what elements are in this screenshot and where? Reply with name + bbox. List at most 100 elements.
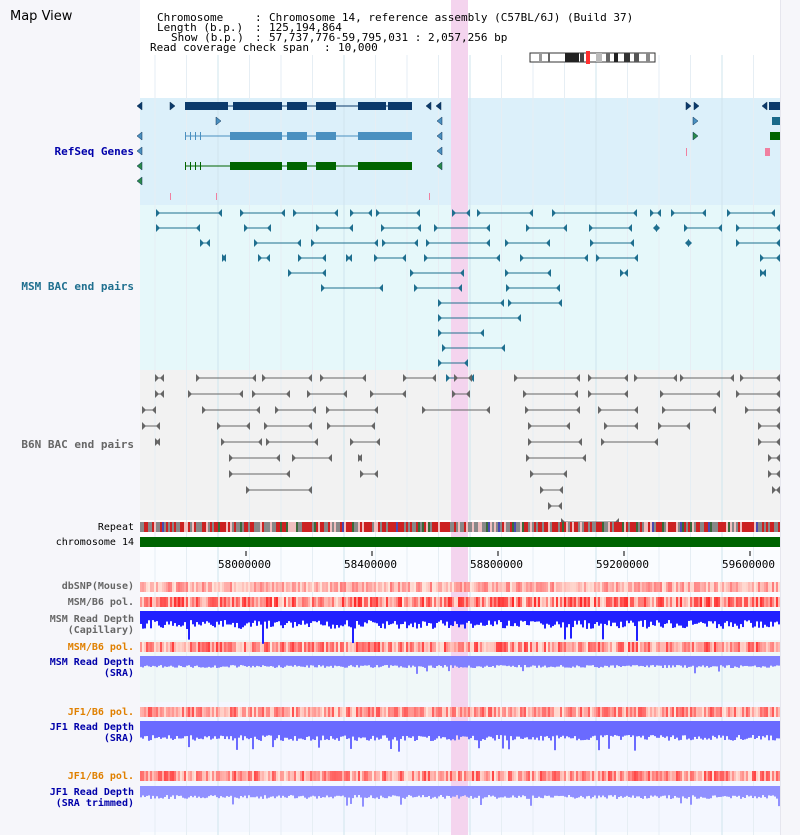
depth-bar [736, 721, 738, 738]
depth-bar [156, 786, 158, 797]
heat-cell [172, 597, 174, 607]
heat-cell [520, 597, 522, 607]
heat-cell [714, 597, 716, 607]
heat-cell [684, 642, 686, 652]
depth-bar [662, 611, 664, 628]
heat-cell [616, 597, 618, 607]
heat-cell [628, 597, 630, 607]
heat-cell [546, 582, 548, 592]
repeat-segment [676, 522, 678, 532]
heat-cell [384, 597, 386, 607]
heat-cell [554, 707, 556, 717]
bac-end-marker [322, 269, 326, 277]
heat-cell [216, 582, 218, 592]
heat-cell [276, 597, 278, 607]
heat-cell [526, 771, 528, 781]
repeat-segment [760, 522, 762, 532]
heat-cell [506, 642, 508, 652]
heat-cell [700, 771, 702, 781]
depth-bar [318, 656, 320, 666]
heat-cell [336, 582, 338, 592]
heat-cell [178, 597, 180, 607]
repeat-segment [634, 522, 636, 532]
heat-cell [468, 707, 470, 717]
msm-pol-track-2 [140, 642, 780, 652]
heat-cell [506, 597, 508, 607]
heat-cell [336, 707, 338, 717]
depth-bar [200, 721, 202, 739]
depth-bar [372, 656, 374, 668]
repeat-segment [244, 522, 246, 532]
depth-bar [606, 611, 608, 626]
heat-cell [338, 582, 340, 592]
bac-end-marker [358, 454, 362, 462]
heat-cell [720, 597, 722, 607]
heat-cell [250, 597, 252, 607]
heat-cell [358, 707, 360, 717]
repeat-segment [474, 522, 476, 532]
depth-bar [556, 721, 558, 736]
heat-cell [394, 582, 396, 592]
depth-bar [512, 656, 514, 666]
heat-cell [592, 771, 594, 781]
heat-cell [176, 771, 178, 781]
depth-bar [196, 656, 198, 666]
heat-cell [256, 642, 258, 652]
depth-bar [260, 656, 262, 668]
depth-bar [396, 786, 398, 797]
depth-bar [186, 611, 188, 629]
heat-cell [510, 597, 512, 607]
bac-end-marker [281, 209, 285, 217]
depth-bar [584, 611, 586, 621]
depth-bar [760, 656, 762, 668]
depth-bar [150, 656, 152, 667]
heat-cell [196, 597, 198, 607]
depth-bar [322, 656, 324, 666]
depth-bar [156, 656, 158, 668]
heat-cell [358, 582, 360, 592]
bac-end-marker [262, 374, 266, 382]
depth-bar [248, 721, 250, 740]
depth-bar [606, 721, 608, 736]
bac-end-marker [376, 438, 380, 446]
repeat-segment [344, 522, 346, 532]
repeat-segment [280, 522, 282, 532]
heat-cell [484, 771, 486, 781]
bac-end-marker [376, 209, 380, 217]
heat-cell [424, 642, 426, 652]
depth-bar [384, 786, 386, 799]
heat-cell [646, 771, 648, 781]
depth-bar [548, 656, 550, 668]
heat-cell [486, 582, 488, 592]
heat-cell [516, 582, 518, 592]
depth-bar [500, 611, 502, 623]
depth-bar [678, 786, 680, 798]
repeat-segment [570, 522, 572, 532]
heat-cell [750, 707, 752, 717]
depth-bar [284, 721, 286, 738]
heat-cell [600, 582, 602, 592]
depth-bar [342, 721, 344, 737]
depth-bar [714, 656, 716, 667]
depth-bar [318, 721, 320, 748]
heat-cell [336, 597, 338, 607]
right-scroll-gutter[interactable] [780, 0, 800, 835]
depth-bar [602, 656, 604, 668]
depth-bar [776, 611, 778, 622]
heat-cell [602, 707, 604, 717]
heat-cell [392, 707, 394, 717]
heat-cell [318, 707, 320, 717]
jf1-pol-track-2 [140, 771, 780, 781]
bac-end-marker [288, 269, 292, 277]
heat-cell [318, 597, 320, 607]
heat-cell [456, 642, 458, 652]
depth-bar [562, 721, 564, 736]
depth-bar [460, 611, 462, 625]
heat-cell [334, 642, 336, 652]
heat-cell [552, 707, 554, 717]
depth-bar [548, 786, 550, 796]
depth-bar [704, 786, 706, 798]
depth-bar [286, 786, 288, 798]
depth-bar [434, 786, 436, 797]
